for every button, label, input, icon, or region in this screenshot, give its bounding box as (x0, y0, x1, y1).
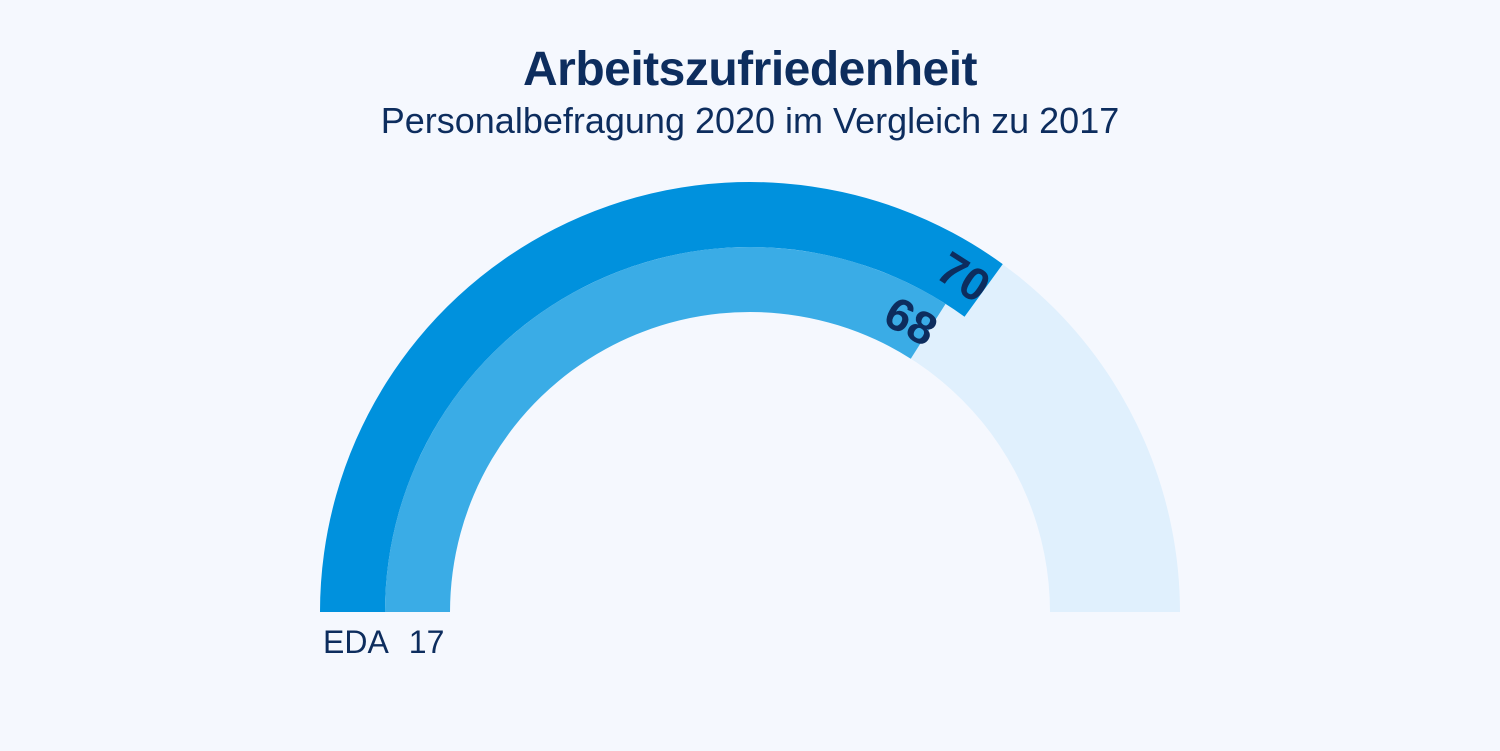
legend-name: EDA (323, 624, 389, 660)
legend-value: 17 (408, 624, 445, 660)
gauge-bar-0 (320, 181, 1003, 612)
legend: EDA 17 (323, 624, 464, 661)
chart-title: Arbeitszufriedenheit (522, 43, 978, 96)
chart-subtitle: Personalbefragung 2020 im Vergleich zu 2… (380, 100, 1120, 141)
gauge-bar-1 (385, 247, 946, 612)
